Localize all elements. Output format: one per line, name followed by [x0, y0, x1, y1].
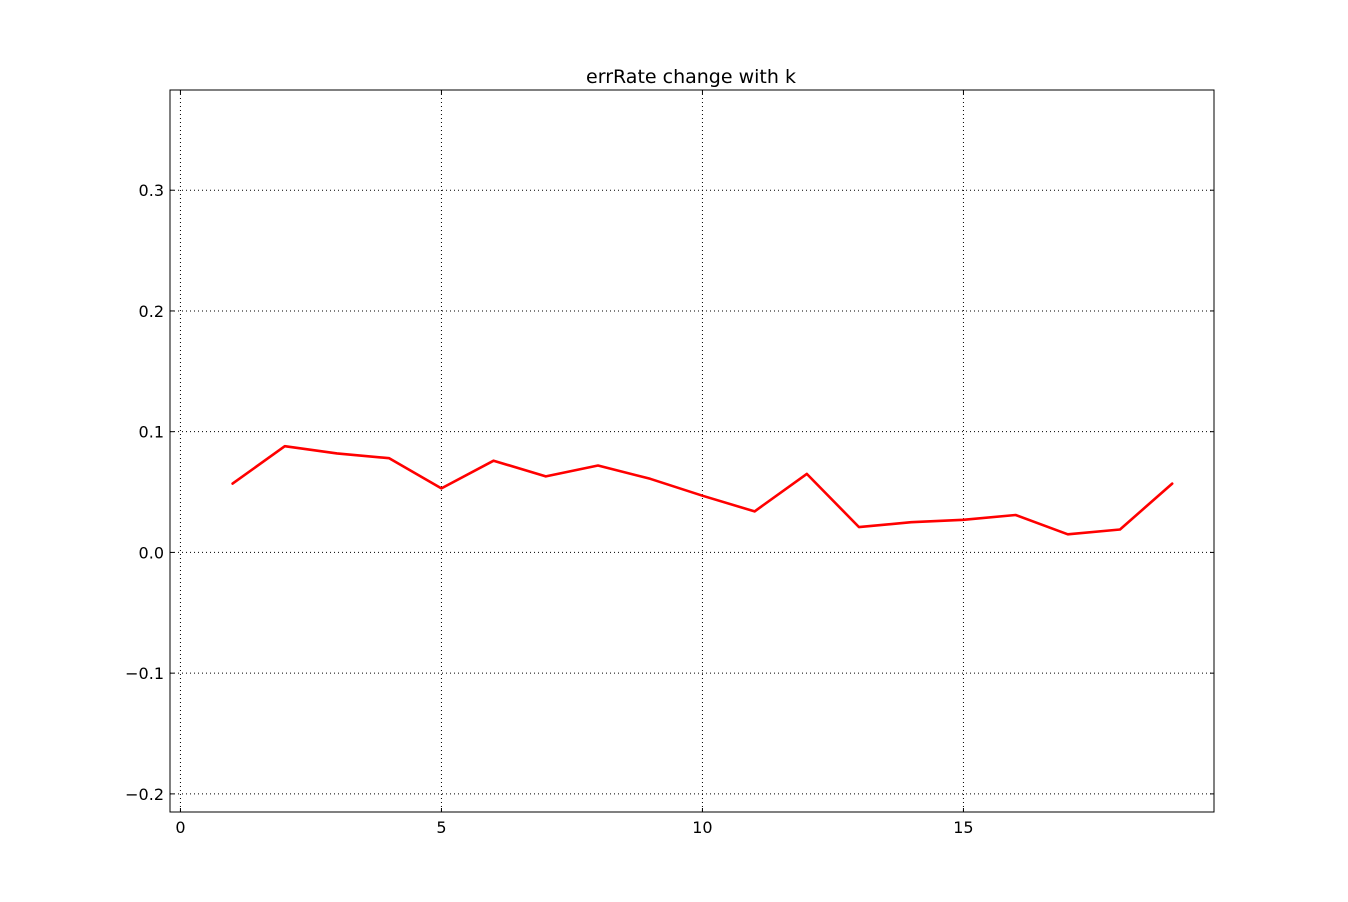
grid-lines — [170, 90, 1214, 812]
x-tick-label: 15 — [953, 818, 973, 837]
y-tick-label: −0.2 — [125, 785, 164, 804]
chart-title: errRate change with k — [586, 66, 796, 88]
tick-labels: 0 5 10 15 −0.2 −0.1 0.0 0.1 0.2 0.3 — [125, 181, 973, 837]
plot-frame — [169, 89, 1215, 813]
y-tick-label: 0.3 — [139, 181, 164, 200]
y-tick-label: 0.1 — [139, 423, 164, 442]
y-tick-label: 0.0 — [139, 543, 164, 562]
x-tick-label: 0 — [175, 818, 185, 837]
x-tick-label: 5 — [436, 818, 446, 837]
x-tick-label: 10 — [692, 818, 712, 837]
y-tick-label: 0.2 — [139, 302, 164, 321]
series-line — [231, 444, 1174, 536]
y-tick-label: −0.1 — [125, 664, 164, 683]
axis-ticks — [170, 90, 1214, 812]
series-layer — [231, 444, 1174, 536]
